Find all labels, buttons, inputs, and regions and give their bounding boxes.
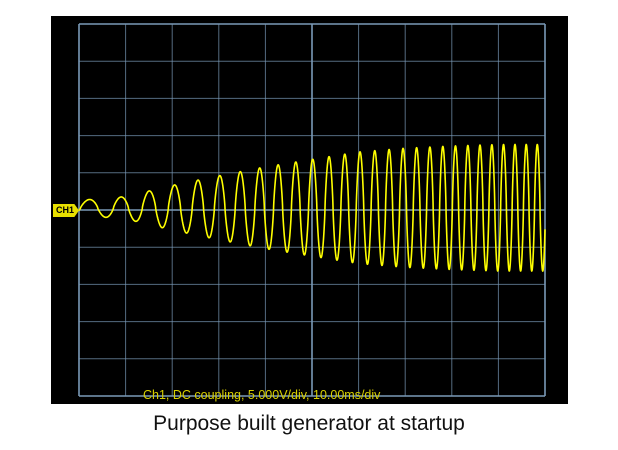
ch1-marker[interactable]: CH1 [53,204,80,217]
oscilloscope-screen: Ch1, DC coupling, 5.000V/div, 10.00ms/di… [51,16,568,404]
figure-caption: Purpose built generator at startup [153,412,465,435]
status-readout: Ch1, DC coupling, 5.000V/div, 10.00ms/di… [143,388,381,402]
scope-plot [78,23,546,397]
waveform-trace [78,143,546,273]
